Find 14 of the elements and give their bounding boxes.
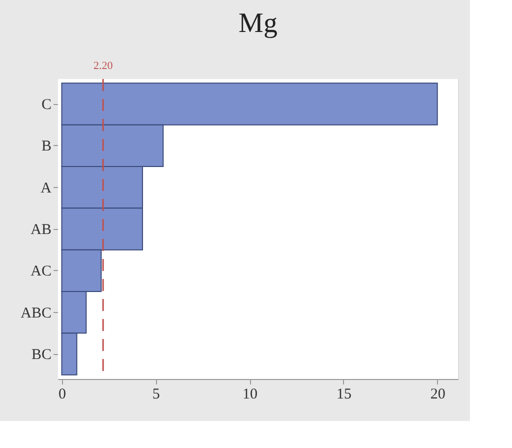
x-tick-label: 10	[242, 386, 258, 402]
x-tick-label: 15	[336, 386, 352, 402]
x-tick-label: 5	[152, 386, 160, 402]
y-tick-label: C	[41, 97, 52, 113]
y-tick-label: AB	[30, 222, 52, 238]
y-tick-label: ABC	[20, 305, 52, 322]
y-tick-label: A	[40, 180, 52, 196]
y-tick-label: B	[41, 138, 52, 155]
ref-line-label: 2.20	[93, 60, 114, 72]
y-tick-label: AC	[30, 264, 52, 280]
y-tick-label: BC	[31, 347, 52, 363]
chart-title: Mg	[238, 8, 278, 39]
x-tick-label: 0	[58, 386, 66, 402]
x-tick-label: 20	[430, 386, 446, 402]
